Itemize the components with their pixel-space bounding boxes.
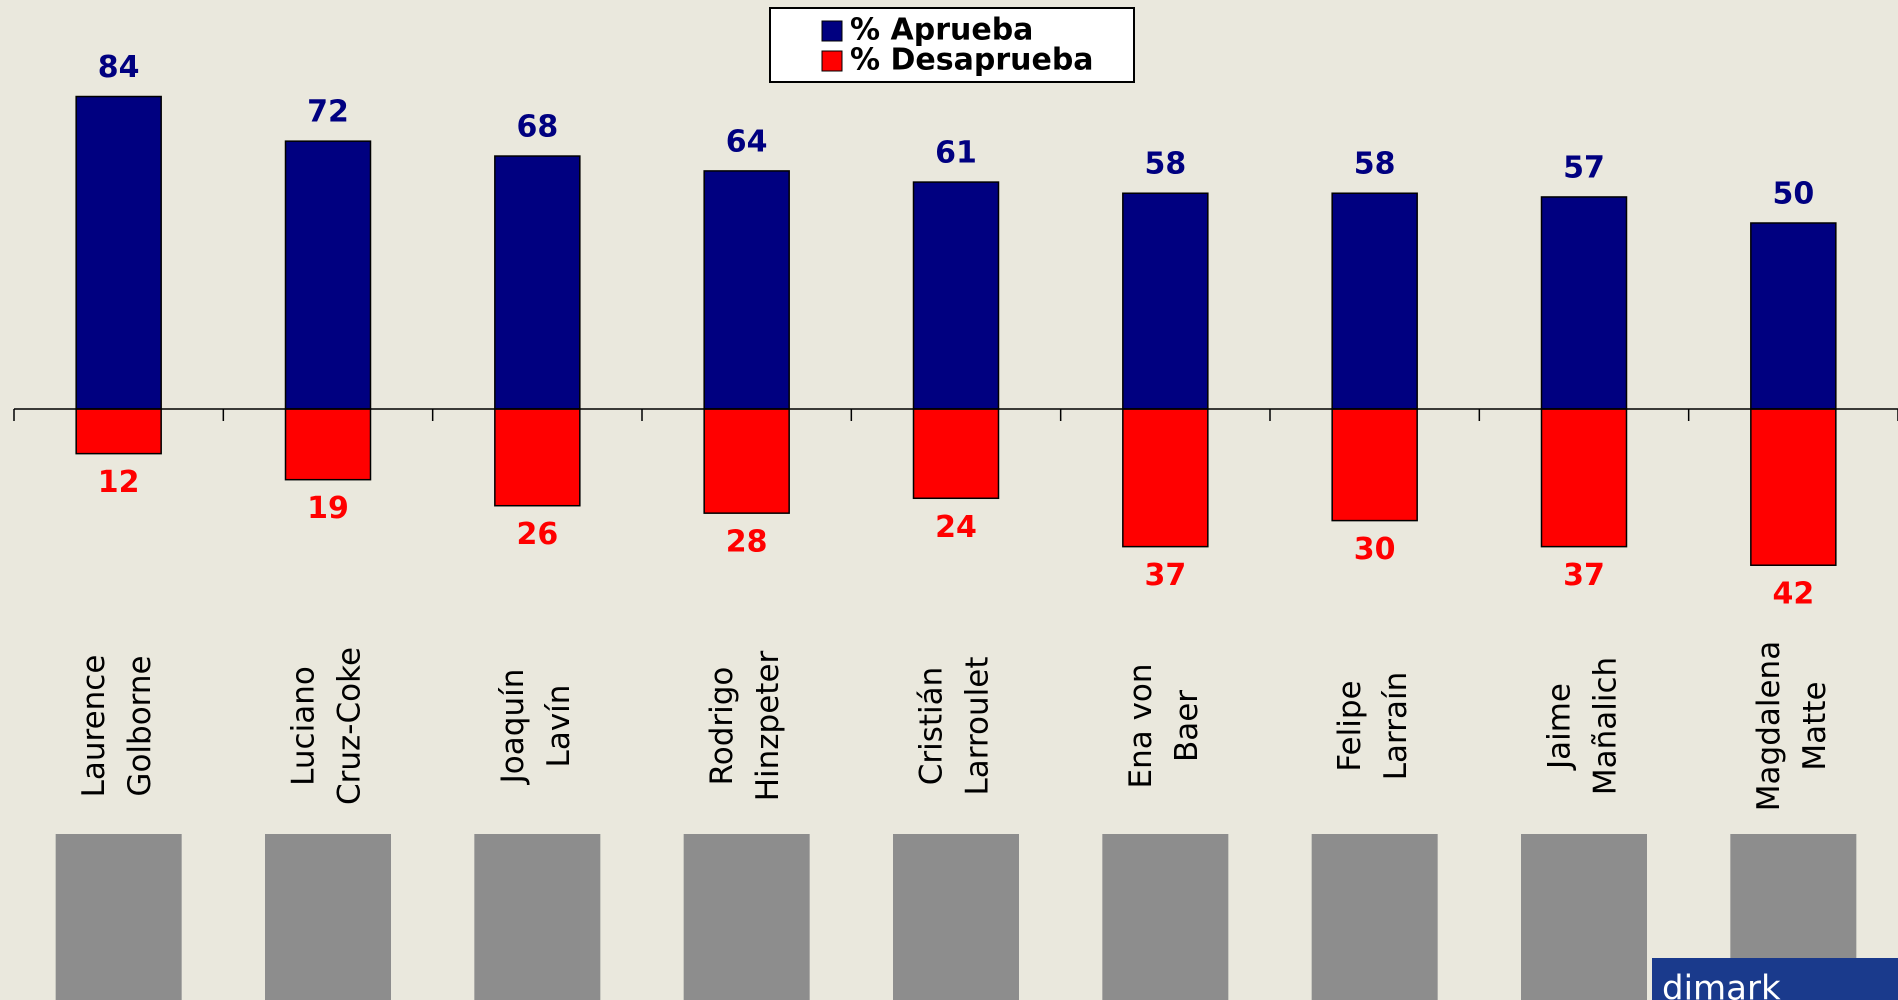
bar-disapprove (703, 408, 790, 514)
category-label: Cristián (914, 667, 950, 786)
legend-swatch (821, 50, 843, 72)
category-label: Joaquín (495, 669, 531, 786)
photo (893, 834, 1019, 1000)
value-label: 37 (1563, 558, 1605, 593)
bar-approve (1331, 192, 1418, 410)
bar-disapprove (1750, 408, 1837, 566)
value-label: 50 (1772, 177, 1814, 212)
bar-approve (703, 170, 790, 410)
category-label: Felipe (1332, 680, 1368, 771)
photo (474, 834, 601, 1000)
category-label: Larroulet (960, 657, 996, 796)
value-label: 61 (935, 136, 977, 171)
bar-disapprove (75, 408, 162, 455)
bar-approve (1750, 222, 1837, 410)
bar-approve (75, 95, 162, 410)
value-label: 12 (98, 465, 140, 500)
bar-approve (284, 140, 372, 410)
bar-approve (1122, 192, 1209, 410)
bar-approve (1540, 196, 1628, 410)
value-label: 58 (1144, 147, 1186, 182)
category-label: Baer (1169, 690, 1205, 762)
photo (265, 834, 391, 1000)
photo (1311, 834, 1438, 1000)
category-label: Magdalena (1751, 641, 1787, 811)
bar-disapprove (1540, 408, 1628, 548)
bar-disapprove (912, 408, 1000, 500)
legend-label: % Aprueba (850, 13, 1033, 48)
bar-approve (494, 155, 581, 410)
value-label: 58 (1354, 147, 1396, 182)
value-label: 42 (1772, 577, 1814, 612)
category-label: Jaime (1542, 683, 1578, 771)
photo (1521, 834, 1647, 1000)
bar-disapprove (284, 408, 372, 481)
category-label: Matte (1797, 681, 1833, 770)
value-label: 84 (98, 50, 140, 85)
category-label: Luciano (286, 666, 322, 786)
bar-disapprove (1331, 408, 1418, 522)
category-label: Cruz-Coke (332, 647, 368, 805)
category-label: Ena von (1123, 663, 1159, 788)
value-label: 64 (726, 124, 768, 159)
category-label: Mañalich (1588, 657, 1624, 795)
category-label: Golborne (122, 655, 158, 796)
value-label: 72 (307, 95, 349, 130)
value-label: 26 (516, 517, 558, 552)
value-label: 57 (1563, 150, 1605, 185)
legend-label: % Desaprueba (850, 43, 1094, 78)
category-label: Hinzpeter (750, 650, 786, 801)
bar-approve (912, 181, 1000, 410)
value-label: 37 (1144, 558, 1186, 593)
bar-disapprove (1122, 408, 1209, 548)
value-label: 68 (516, 110, 558, 145)
value-label: 30 (1354, 532, 1396, 567)
logo: dimark (1662, 969, 1781, 1000)
value-label: 19 (307, 491, 349, 526)
photo (1102, 834, 1229, 1000)
category-label: Rodrigo (704, 667, 740, 786)
category-label: Lavín (541, 685, 577, 768)
category-label: Laurence (76, 655, 112, 798)
photo (55, 834, 182, 1000)
bar-disapprove (494, 408, 581, 507)
logo-box (1652, 958, 1898, 1000)
legend-swatch (821, 20, 843, 42)
photo (683, 834, 810, 1000)
category-label: Larraín (1378, 672, 1414, 780)
value-label: 28 (726, 525, 768, 560)
value-label: 24 (935, 510, 977, 545)
